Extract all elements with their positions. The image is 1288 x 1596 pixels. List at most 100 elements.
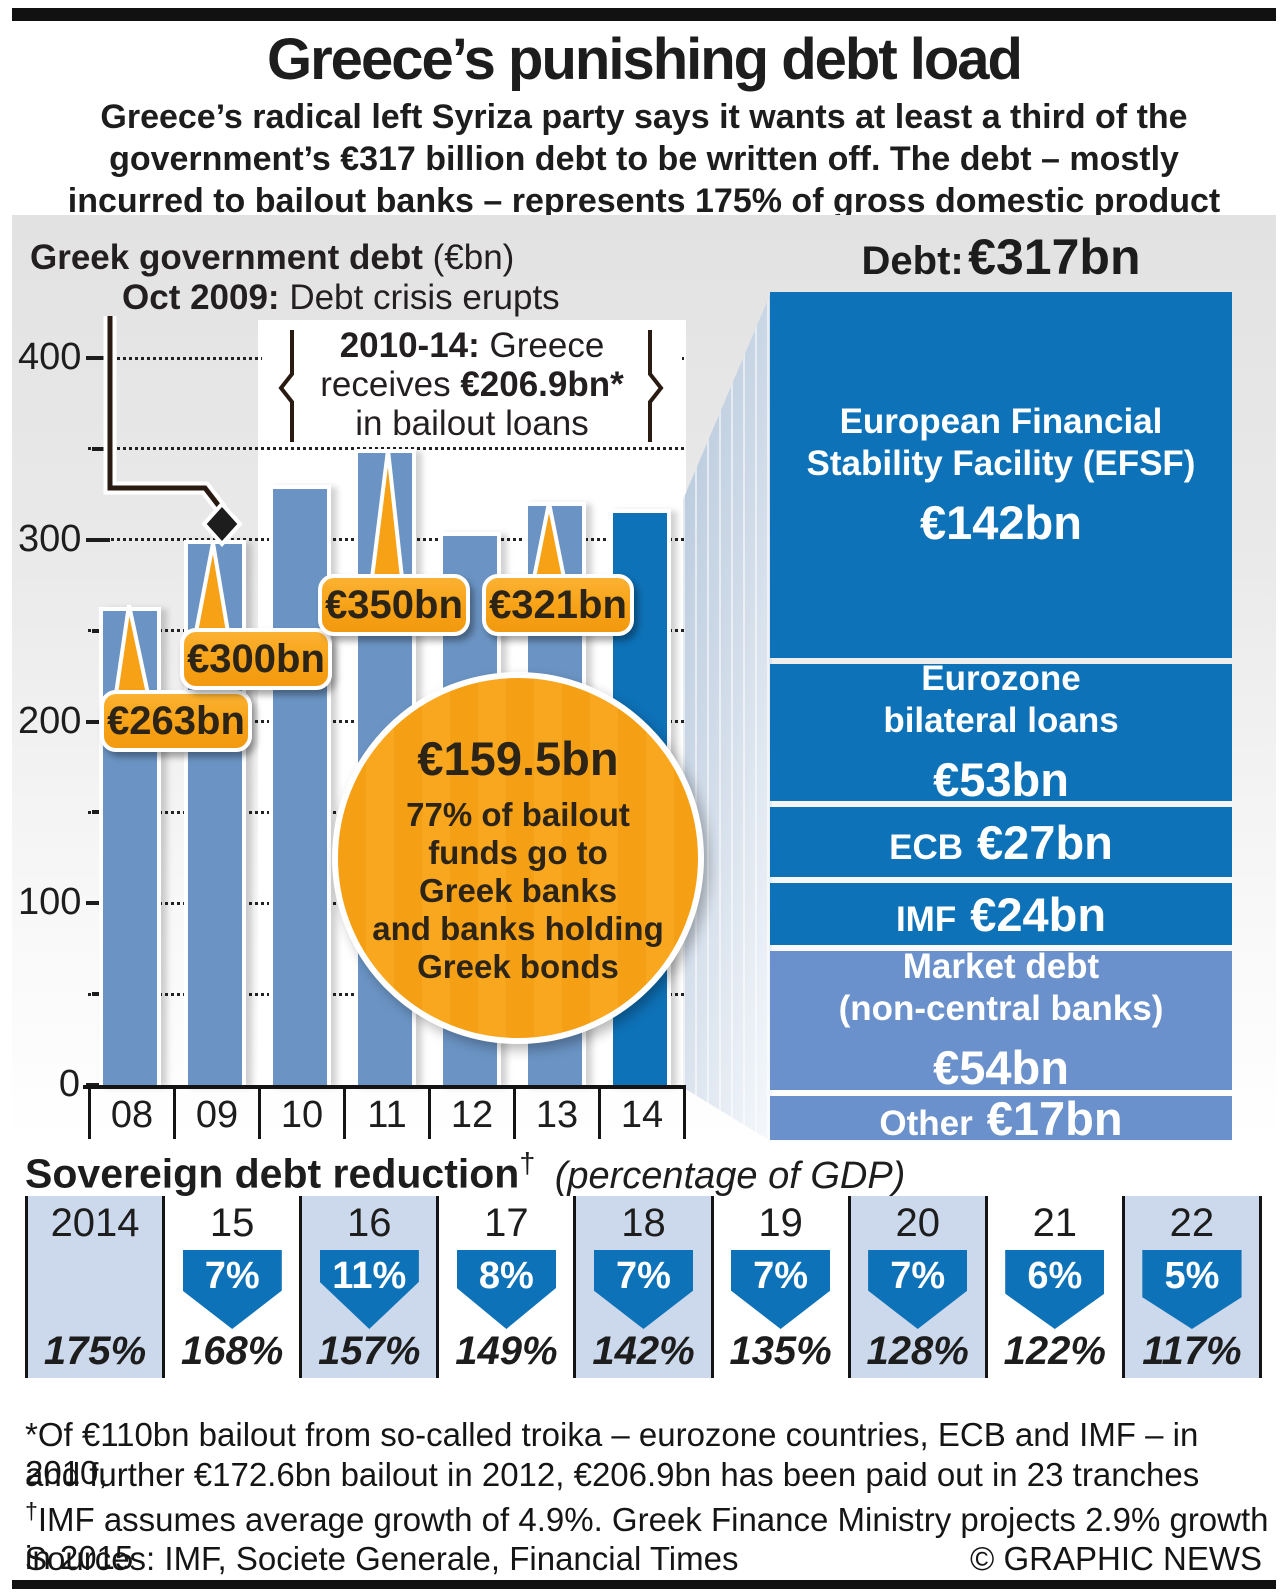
copyright: © GRAPHIC NEWS (969, 1540, 1262, 1577)
stack-segment-ecb-name: ECB (889, 827, 964, 867)
reduction-col-17: 17 8% 149% (436, 1196, 573, 1378)
stack-segment-imf-name: IMF (895, 899, 957, 939)
reduction-gdp-18: 142% (592, 1329, 695, 1373)
bailout-annotation-line1: 2010-14: Greece (262, 326, 682, 365)
stack-segment-other: Other €17bn (770, 1092, 1232, 1145)
stack-segment-market-debt-name-2: (non-central banks) (838, 989, 1164, 1028)
subtitle-line-2: government’s €317 billion debt to be wri… (109, 140, 1179, 178)
footnote-dagger-mark: † (25, 1498, 38, 1524)
stack-segment-ecb-row: ECB €27bn (889, 815, 1113, 870)
stack-segment-eurozone-name-1: Eurozone (921, 659, 1081, 699)
reduction-heading-bold: Sovereign debt reduction (25, 1150, 520, 1197)
stack-segment-efsf: European Financial Stability Facility (EF… (770, 292, 1232, 659)
callout-263bn: €263bn (100, 690, 252, 752)
stack-segment-efsf-name-1: European Financial (839, 401, 1163, 441)
reduction-col-22: 22 5% 117% (1121, 1196, 1262, 1378)
crisis-annotation-text: Debt crisis erupts (279, 278, 560, 317)
crisis-annotation-date: Oct 2009: (122, 278, 280, 317)
stack-segment-market-debt-value: €54bn (933, 1041, 1069, 1094)
gridline-350 (88, 447, 684, 451)
bailout-annotation-period: 2010-14: (339, 326, 480, 365)
reduction-col-21: 21 6% 122% (984, 1196, 1122, 1378)
y-axis-tick-400 (86, 356, 110, 360)
bar-08 (99, 607, 161, 1085)
year-label-10: 10 (258, 1089, 343, 1139)
stack-segment-other-row: Other €17bn (879, 1091, 1122, 1146)
reduction-gdp-20: 128% (866, 1329, 969, 1373)
bailout-share-line-4: and banks holding (372, 909, 664, 947)
footnote-line-2: and further €172.6bn bailout in 2012, €2… (25, 1456, 1200, 1493)
y-axis-tick-200 (86, 719, 110, 724)
footnote-dagger-text: IMF assumes average growth of 4.9%. Gree… (25, 1501, 1269, 1576)
debt-total-value: €317bn (968, 229, 1141, 285)
reduction-gdp-22: 117% (1142, 1329, 1242, 1373)
debt-breakdown-stack: European Financial Stability Facility (EF… (770, 292, 1232, 1145)
bailout-share-line-3: Greek banks (418, 871, 618, 909)
y-axis-tick-100 (86, 901, 110, 906)
bailout-annotation-line2-pre: receives (320, 365, 461, 404)
stack-segment-eurozone-name-2: bilateral loans (883, 701, 1119, 741)
reduction-arrow-17: 8% (456, 1250, 556, 1329)
y-axis-label-200: 200 (18, 699, 82, 742)
year-label-12: 12 (428, 1089, 513, 1139)
reduction-year-15: 15 (209, 1201, 255, 1245)
sources-line: Sources: IMF, Societe Generale, Financia… (25, 1540, 739, 1577)
reduction-gdp-17: 149% (455, 1329, 558, 1373)
x-axis-line (83, 1085, 686, 1089)
year-label-08: 08 (88, 1089, 173, 1139)
stack-segment-market-debt: Market debt (non-central banks) €54bn (770, 947, 1232, 1094)
y-axis-minor-tick-350 (92, 446, 108, 451)
year-label-14: 14 (598, 1089, 683, 1139)
reduction-year-22: 22 (1169, 1201, 1215, 1245)
reduction-col-16: 16 11% 157% (299, 1196, 437, 1378)
reduction-year-21: 21 (1032, 1201, 1078, 1245)
reduction-arrow-18: 7% (593, 1250, 694, 1329)
reduction-year-19: 19 (758, 1201, 803, 1245)
bailout-annotation-amount: €206.9bn* (460, 365, 624, 404)
bar-10 (269, 485, 331, 1085)
reduction-gdp-16: 157% (318, 1329, 421, 1373)
reduction-arrow-16: 11% (319, 1250, 419, 1329)
bailout-annotation-line2: receives €206.9bn* (262, 365, 682, 404)
debt-total-label: Debt: (861, 239, 964, 283)
year-axis-end-tick (683, 1089, 686, 1139)
stack-segment-imf-row: IMF €24bn (896, 887, 1106, 942)
reduction-gdp-21: 122% (1003, 1329, 1106, 1373)
stack-segment-efsf-name-2: Stability Facility (EFSF) (806, 443, 1196, 483)
reduction-heading-dagger: † (519, 1148, 536, 1180)
reduction-gdp-19: 135% (729, 1329, 832, 1373)
stack-segment-ecb-value: €27bn (977, 815, 1113, 869)
year-label-11: 11 (343, 1089, 428, 1139)
reduction-col-15: 15 7% 168% (162, 1196, 299, 1378)
bailout-share-circle: €159.5bn 77% of bailout funds go to Gree… (332, 672, 704, 1044)
callout-321bn: €321bn (482, 574, 634, 636)
bailout-annotation-box: 2010-14: Greece receives €206.9bn* in ba… (262, 324, 682, 443)
year-label-09: 09 (173, 1089, 258, 1139)
reduction-arrow-15: 7% (182, 1250, 282, 1329)
stack-segment-ecb: ECB €27bn (770, 807, 1232, 878)
reduction-arrow-20: 7% (868, 1250, 968, 1329)
callout-350bn: €350bn (318, 574, 470, 636)
footnote-dagger-line: †IMF assumes average growth of 4.9%. Gre… (25, 1498, 1288, 1577)
stack-segment-other-value: €17bn (986, 1091, 1123, 1145)
page-title: Greece’s punishing debt load (267, 27, 1023, 92)
reduction-year-16: 16 (347, 1201, 392, 1245)
crisis-annotation: Oct 2009: Debt crisis erupts (122, 278, 560, 318)
bar-09 (184, 540, 246, 1085)
reduction-col-19: 19 7% 135% (710, 1196, 848, 1378)
reduction-year-18: 18 (621, 1201, 666, 1245)
reduction-col-18: 18 7% 142% (573, 1196, 711, 1378)
bottom-rule (12, 1580, 1276, 1589)
y-axis-tick-300 (86, 537, 110, 542)
bailout-share-line-2: funds go to (428, 833, 608, 871)
stack-segment-imf: IMF €24bn (770, 883, 1232, 945)
stack-segment-eurozone-value: €53bn (933, 753, 1069, 807)
debt-chart-heading-unit: (€bn) (432, 238, 515, 277)
y-axis-label-100: 100 (18, 881, 82, 924)
footnote-line-1: *Of €110bn bailout from so-called troika… (25, 1416, 1199, 1491)
reduction-table: 2014 175% 15 7% 168% 16 11% 157% 17 8% 149% 18 7% 142… (25, 1196, 1262, 1378)
stack-segment-market-debt-name-1: Market debt (902, 947, 1100, 986)
debt-chart-heading: Greek government debt (€bn) (30, 238, 514, 278)
reduction-col-2014: 2014 175% (25, 1196, 163, 1378)
debt-chart-heading-bold: Greek government debt (30, 238, 423, 277)
